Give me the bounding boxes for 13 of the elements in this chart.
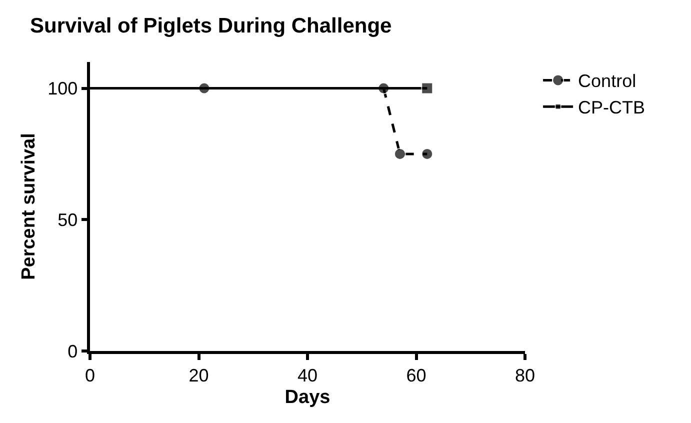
- x-tick-label: 20: [188, 365, 209, 386]
- y-tick-label: 100: [48, 78, 78, 99]
- x-axis-title: Days: [284, 387, 330, 408]
- x-tick-label: 0: [84, 365, 96, 386]
- x-tick-label: 40: [297, 365, 318, 386]
- legend-label: CP-CTB: [578, 98, 646, 118]
- y-tick-label: 50: [58, 210, 78, 230]
- legend-label: Control: [578, 71, 636, 92]
- x-tick-label: 80: [514, 365, 536, 386]
- y-axis-title: Percent survival: [18, 133, 40, 280]
- chart-title: Survival of Piglets During Challenge: [30, 14, 392, 38]
- y-tick-label: 0: [68, 341, 78, 362]
- x-tick-label: 60: [406, 365, 426, 386]
